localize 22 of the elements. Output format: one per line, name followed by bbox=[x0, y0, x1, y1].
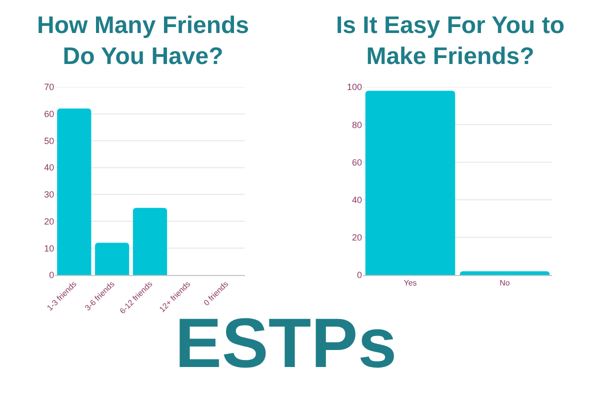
y-tick-label: 20 bbox=[352, 232, 362, 243]
y-tick-label: 40 bbox=[352, 194, 362, 205]
text: ESTPs bbox=[175, 304, 397, 382]
y-tick-label: 100 bbox=[346, 82, 362, 92]
x-tick-label: Yes bbox=[404, 278, 417, 288]
y-tick-label: 40 bbox=[44, 162, 54, 173]
bar bbox=[132, 208, 168, 275]
bar bbox=[95, 242, 130, 275]
y-tick-label: 20 bbox=[44, 216, 54, 226]
x-tick-label: No bbox=[500, 278, 510, 288]
y-tick-label: 60 bbox=[44, 109, 54, 120]
y-tick-label: 0 bbox=[356, 270, 362, 280]
chart-title: Is It Easy For You to Make Friends? bbox=[336, 12, 564, 70]
chart-title: How Many Friends Do You Have? bbox=[37, 12, 250, 70]
bar bbox=[57, 108, 92, 275]
y-tick-label: 50 bbox=[44, 136, 54, 146]
y-tick-label: 60 bbox=[352, 157, 362, 168]
y-tick-label: 10 bbox=[44, 243, 54, 254]
y-tick-label: 80 bbox=[352, 120, 362, 130]
y-tick-label: 70 bbox=[44, 82, 54, 92]
y-tick-label: 30 bbox=[44, 190, 54, 200]
y-tick-label: 0 bbox=[49, 270, 54, 280]
